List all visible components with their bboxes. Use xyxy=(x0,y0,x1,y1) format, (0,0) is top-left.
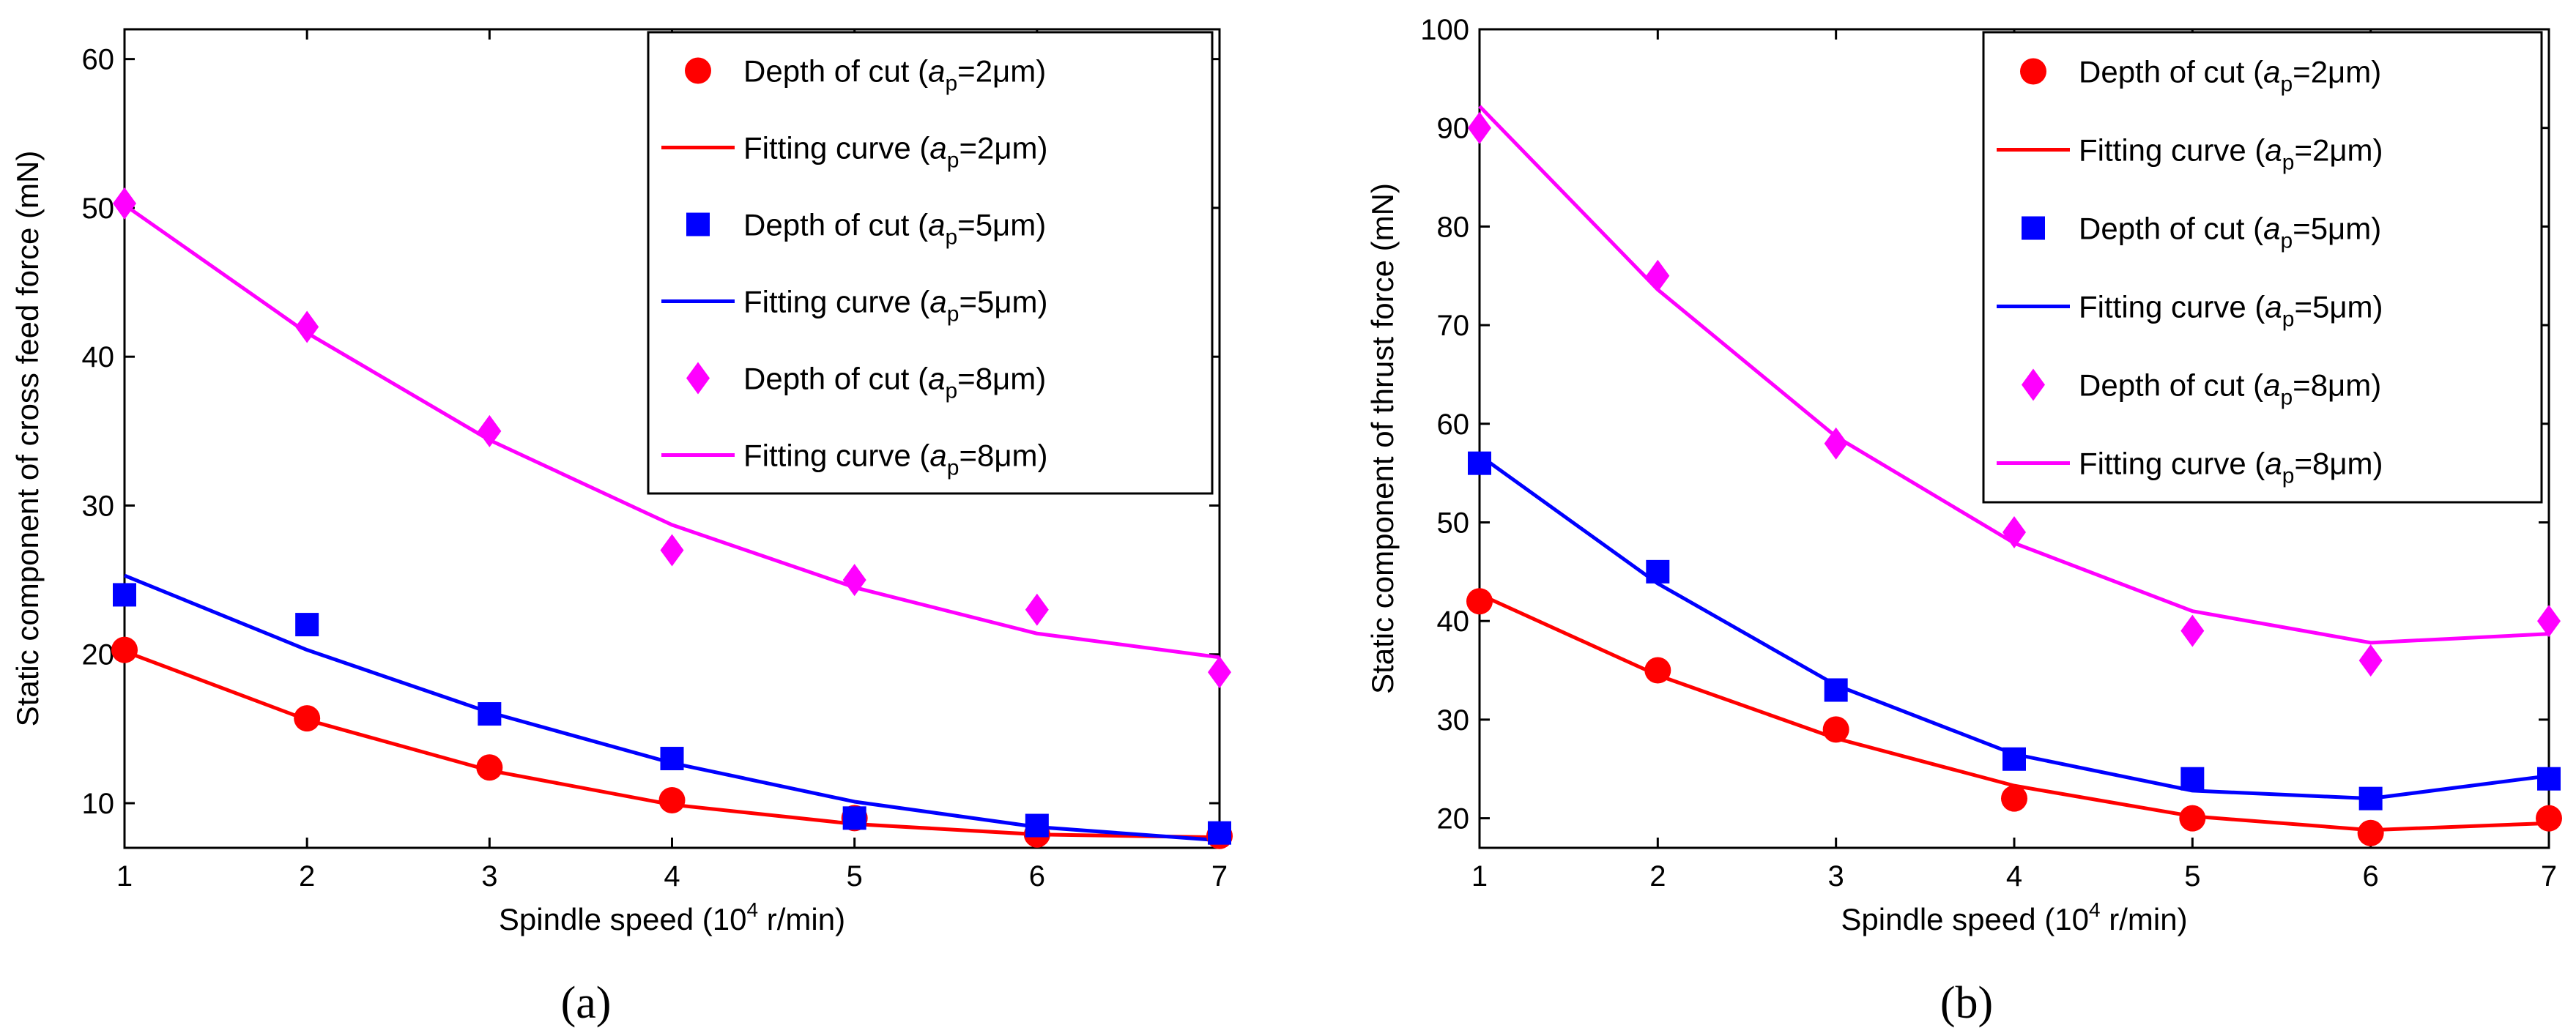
chart-a-data-point-diamond xyxy=(842,564,866,597)
chart-a-legend-label: Depth of cut (ap=5μm) xyxy=(743,208,1046,250)
chart-b-y-tick-label: 40 xyxy=(1437,605,1470,638)
chart-a-legend-swatch-diamond xyxy=(686,362,710,395)
chart-a-data-point-circle xyxy=(658,786,686,813)
chart-a-legend-label: Depth of cut (ap=8μm) xyxy=(743,362,1046,403)
chart-b-x-tick-label: 1 xyxy=(1471,860,1488,892)
chart-b-legend-label: Depth of cut (ap=5μm) xyxy=(2079,212,2381,253)
chart-b-data-point-circle xyxy=(2001,785,2027,812)
chart-b-data-point-square xyxy=(1468,451,1491,475)
chart-a-x-tick-label: 1 xyxy=(116,860,133,892)
chart-b-data-point-diamond xyxy=(2537,605,2561,638)
chart-b-data-point-circle xyxy=(1644,657,1671,684)
chart-a-legend-box xyxy=(647,31,1214,495)
chart-a-legend-label: Fitting curve (ap=5μm) xyxy=(743,285,1048,327)
chart-b-x-tick-label: 2 xyxy=(1649,860,1666,892)
chart-a-panel-label: (a) xyxy=(561,978,612,1028)
chart-a-data-point-diamond xyxy=(1208,656,1231,689)
chart-b-legend-swatch-square xyxy=(2022,216,2045,240)
chart-a-legend-label: Fitting curve (ap=2μm) xyxy=(743,131,1048,173)
chart-a-data-point-square xyxy=(1025,813,1049,838)
chart-a-y-tick-label: 30 xyxy=(82,490,115,522)
chart-b-data-point-square xyxy=(1824,678,1848,702)
chart-b-data-point-circle xyxy=(2179,805,2206,832)
chart-b-x-tick-label: 6 xyxy=(2363,860,2379,892)
chart-a-x-tick-label: 4 xyxy=(664,860,680,892)
chart-a: 1 2 3 4 5 6 7 10 20 30 40 50 60 Spindle speed (104 r/… xyxy=(10,28,1233,1028)
chart-a-legend-swatch-square xyxy=(686,212,710,236)
chart-a-x-tick-label: 7 xyxy=(1211,860,1228,892)
chart-b-legend-swatch-circle xyxy=(2020,58,2046,85)
chart-a-x-tick-label: 5 xyxy=(847,860,863,892)
chart-a-data-point-circle xyxy=(111,636,138,663)
chart-a-data-point-square xyxy=(660,747,684,771)
chart-b-data-point-square xyxy=(2358,786,2383,810)
chart-a-legend-swatch-circle xyxy=(685,57,711,84)
chart-b-legend-box xyxy=(1982,31,2543,504)
chart-a-x-axis-label: Spindle speed (104 r/min) xyxy=(499,898,845,936)
chart-b-legend: Depth of cut (ap=2μm) Fitting curve (ap=2… xyxy=(1982,31,2543,504)
chart-b-x-tick-label: 3 xyxy=(1828,860,1844,892)
chart-a-legend-label: Depth of cut (ap=2μm) xyxy=(743,54,1046,96)
chart-a-data-point-diamond xyxy=(1025,593,1049,626)
chart-b-legend-label: Depth of cut (ap=8μm) xyxy=(2079,368,2381,410)
chart-b-data-point-diamond xyxy=(2180,614,2205,647)
chart-b-y-tick-label: 90 xyxy=(1437,113,1470,145)
chart-b-legend-swatch-diamond xyxy=(2022,368,2045,401)
chart-b-data-point-square xyxy=(2537,767,2561,791)
chart-a-data-point-diamond xyxy=(113,187,136,220)
chart-a-data-point-square xyxy=(1208,821,1231,845)
chart-a-data-point-square xyxy=(842,806,866,830)
chart-b-y-axis-label: Static component of thrust force (mN) xyxy=(1365,183,1400,694)
chart-a-y-tick-label: 60 xyxy=(82,44,115,76)
chart-a-data-point-square xyxy=(295,613,319,637)
chart-a-legend: Depth of cut (ap=2μm) Fitting curve (ap=2… xyxy=(647,31,1214,495)
chart-a-data-point-circle xyxy=(294,705,321,732)
chart-b-legend-label: Fitting curve (ap=5μm) xyxy=(2079,290,2383,332)
chart-b-data-point-square xyxy=(2180,767,2205,791)
chart-a-y-tick-label: 50 xyxy=(82,193,115,225)
chart-b-y-tick-label: 100 xyxy=(1420,14,1469,46)
chart-a-y-axis-label: Static component of cross feed force (mN… xyxy=(10,151,45,727)
chart-b-y-tick-label: 20 xyxy=(1437,803,1470,835)
chart-b-y-tick-label: 80 xyxy=(1437,211,1470,243)
chart-a-data-point-circle xyxy=(476,754,503,781)
chart-b-data-point-square xyxy=(2002,747,2026,771)
chart-b-data-point-circle xyxy=(1822,716,1849,743)
chart-a-data-point-diamond xyxy=(478,414,502,447)
chart-b-data-point-circle xyxy=(1466,588,1493,615)
chart-b-data-point-diamond xyxy=(1468,111,1491,144)
chart-a-legend-label: Fitting curve (ap=8μm) xyxy=(743,439,1048,480)
chart-a-x-tick-label: 2 xyxy=(299,860,315,892)
chart-a-y-tick-label: 40 xyxy=(82,341,115,373)
chart-a-data-point-square xyxy=(478,702,502,726)
chart-b-x-tick-label: 4 xyxy=(2006,860,2022,892)
chart-a-x-tick-label: 6 xyxy=(1029,860,1045,892)
chart-b-y-tick-label: 50 xyxy=(1437,507,1470,539)
chart-a-y-tick-label: 20 xyxy=(82,639,115,671)
chart-b-legend-label: Depth of cut (ap=2μm) xyxy=(2079,55,2381,97)
chart-b-x-tick-label: 5 xyxy=(2184,860,2200,892)
chart-b-data-point-diamond xyxy=(2358,644,2383,677)
chart-b-data-point-diamond xyxy=(2002,515,2026,548)
chart-a-y-tick-label: 10 xyxy=(82,788,115,820)
chart-b-data-point-circle xyxy=(2357,819,2384,846)
chart-b-x-axis-label: Spindle speed (104 r/min) xyxy=(1841,898,2187,936)
chart-a-data-point-diamond xyxy=(660,534,684,567)
chart-b-data-point-square xyxy=(1646,559,1670,584)
chart-a-data-point-diamond xyxy=(295,310,319,343)
chart-b-legend-label: Fitting curve (ap=8μm) xyxy=(2079,447,2383,488)
chart-b-data-point-diamond xyxy=(1824,427,1848,460)
chart-b-x-tick-label: 7 xyxy=(2541,860,2557,892)
chart-b-y-tick-label: 30 xyxy=(1437,704,1470,737)
chart-b-y-tick-label: 60 xyxy=(1437,409,1470,441)
chart-b: 1 2 3 4 5 6 7 20 30 40 50 60 70 80 90 100 Spindle speed … xyxy=(1365,14,2562,1028)
chart-b-data-point-circle xyxy=(2536,805,2562,832)
chart-b-y-tick-label: 70 xyxy=(1437,310,1470,342)
chart-b-data-point-diamond xyxy=(1646,259,1670,292)
chart-b-legend-label: Fitting curve (ap=2μm) xyxy=(2079,133,2383,175)
chart-b-panel-label: (b) xyxy=(1940,978,1993,1028)
chart-a-data-point-square xyxy=(113,583,136,607)
chart-a-x-tick-label: 3 xyxy=(481,860,497,892)
